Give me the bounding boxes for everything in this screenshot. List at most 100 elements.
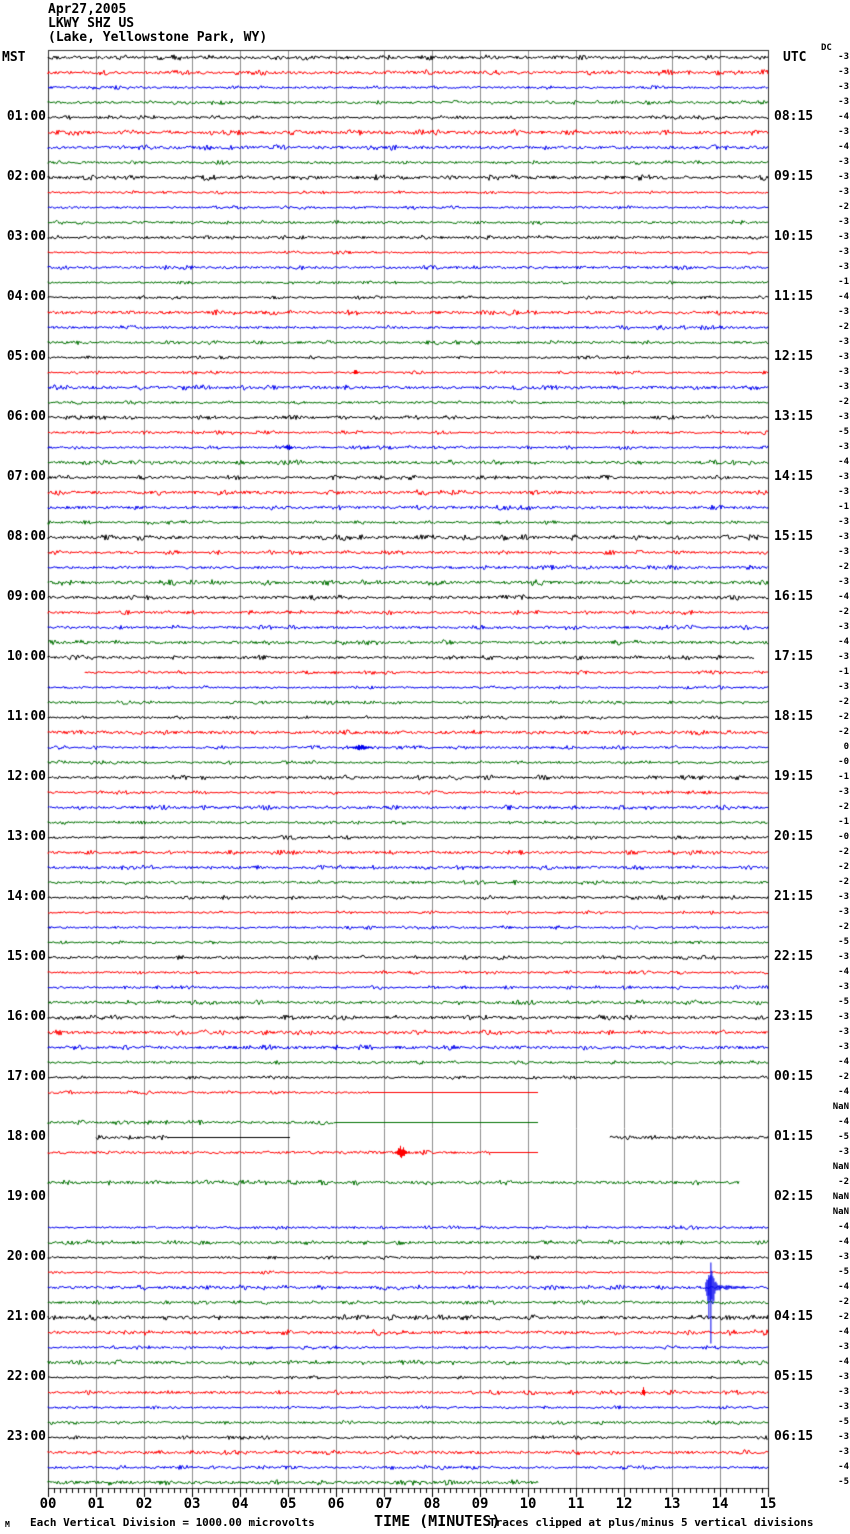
dc-offset-value: -3 (838, 232, 849, 242)
dc-offset-value: -4 (838, 967, 849, 977)
dc-offset-value: -1 (838, 667, 849, 677)
mst-hour-label: 15:00 (6, 949, 46, 964)
dc-column-label: DC (821, 43, 832, 53)
utc-hour-label: 17:15 (774, 649, 814, 664)
x-axis-tick-label: 10 (519, 1496, 537, 1512)
utc-hour-label: 01:15 (774, 1129, 814, 1144)
dc-offset-value: -3 (838, 1342, 849, 1352)
dc-offset-value: -3 (838, 82, 849, 92)
dc-offset-value: -3 (838, 352, 849, 362)
dc-offset-value: -3 (838, 172, 849, 182)
mst-hour-label: 11:00 (6, 709, 46, 724)
x-axis-tick-label: 15 (759, 1496, 777, 1512)
dc-offset-value: -1 (838, 277, 849, 287)
dc-offset-value: -2 (838, 922, 849, 932)
dc-offset-value: -3 (838, 1372, 849, 1382)
dc-offset-value: -4 (838, 1087, 849, 1097)
dc-offset-value: -4 (838, 592, 849, 602)
utc-hour-label: 10:15 (774, 229, 814, 244)
dc-offset-value: -3 (838, 622, 849, 632)
mst-hour-label: 04:00 (6, 289, 46, 304)
utc-hour-label: 21:15 (774, 889, 814, 904)
mst-hour-label: 03:00 (6, 229, 46, 244)
right-axis-label: UTC (783, 50, 807, 65)
utc-hour-label: 23:15 (774, 1009, 814, 1024)
dc-offset-value: -4 (838, 1222, 849, 1232)
dc-offset-value: -4 (838, 637, 849, 647)
mst-hour-label: 17:00 (6, 1069, 46, 1084)
utc-hour-label: 11:15 (774, 289, 814, 304)
mst-hour-label: 06:00 (6, 409, 46, 424)
left-axis-label: MST (2, 50, 26, 65)
dc-offset-value: -3 (838, 367, 849, 377)
x-axis-tick-label: 02 (135, 1496, 153, 1512)
dc-offset-value: -2 (838, 1177, 849, 1187)
dc-offset-value: -5 (838, 1267, 849, 1277)
dc-offset-value: -5 (838, 937, 849, 947)
dc-offset-value: -4 (838, 457, 849, 467)
dc-offset-value: -3 (838, 1432, 849, 1442)
dc-offset-value: -4 (838, 1357, 849, 1367)
header-location: (Lake, Yellowstone Park, WY) (48, 30, 268, 45)
dc-offset-value: -0 (838, 832, 849, 842)
dc-offset-value: -3 (838, 907, 849, 917)
dc-offset-value: -1 (838, 502, 849, 512)
footer-corner-mark: M (5, 1520, 10, 1529)
utc-hour-label: 13:15 (774, 409, 814, 424)
x-axis-tick-label: 04 (231, 1496, 249, 1512)
dc-offset-value: -2 (838, 697, 849, 707)
header-station: LKWY SHZ US (48, 16, 135, 31)
dc-offset-value: -4 (838, 1057, 849, 1067)
utc-hour-label: 14:15 (774, 469, 814, 484)
dc-offset-value: 0 (843, 742, 849, 752)
dc-offset-value: -3 (838, 487, 849, 497)
utc-hour-label: 00:15 (774, 1069, 814, 1084)
footer-scale-note: Each Vertical Division = 1000.00 microvo… (30, 1516, 315, 1529)
utc-hour-label: 02:15 (774, 1189, 814, 1204)
dc-offset-value: -5 (838, 997, 849, 1007)
dc-offset-value: -3 (838, 472, 849, 482)
dc-offset-value: -3 (838, 982, 849, 992)
mst-hour-label: 18:00 (6, 1129, 46, 1144)
utc-hour-label: 16:15 (774, 589, 814, 604)
footer-clip-note: Traces clipped at plus/minus 5 vertical … (489, 1516, 814, 1529)
dc-offset-value: -2 (838, 397, 849, 407)
x-axis-tick-label: 11 (567, 1496, 585, 1512)
dc-offset-value: -2 (838, 712, 849, 722)
dc-offset-value: -2 (838, 322, 849, 332)
dc-offset-value: -2 (838, 1072, 849, 1082)
dc-offset-value: -3 (838, 67, 849, 77)
dc-offset-value: -5 (838, 427, 849, 437)
x-axis-title: TIME (MINUTES) (374, 1512, 501, 1530)
dc-offset-value: -4 (838, 292, 849, 302)
dc-offset-value: -2 (838, 1312, 849, 1322)
x-axis-tick-label: 13 (663, 1496, 681, 1512)
dc-offset-value: -3 (838, 157, 849, 167)
dc-offset-value: -2 (838, 202, 849, 212)
utc-hour-label: 04:15 (774, 1309, 814, 1324)
dc-offset-value: -3 (838, 577, 849, 587)
dc-offset-value: -3 (838, 1042, 849, 1052)
utc-hour-label: 03:15 (774, 1249, 814, 1264)
x-axis-tick-label: 01 (87, 1496, 105, 1512)
dc-offset-value: -3 (838, 1252, 849, 1262)
dc-offset-value: -4 (838, 1462, 849, 1472)
mst-hour-label: 09:00 (6, 589, 46, 604)
mst-hour-label: 20:00 (6, 1249, 46, 1264)
dc-offset-value: -2 (838, 1297, 849, 1307)
dc-offset-value: -3 (838, 97, 849, 107)
dc-offset-value: -1 (838, 772, 849, 782)
dc-offset-value: -3 (838, 442, 849, 452)
dc-offset-value: -3 (838, 1402, 849, 1412)
mst-hour-label: 14:00 (6, 889, 46, 904)
dc-offset-value: -4 (838, 1117, 849, 1127)
utc-hour-label: 09:15 (774, 169, 814, 184)
utc-hour-label: 20:15 (774, 829, 814, 844)
utc-hour-label: 12:15 (774, 349, 814, 364)
dc-offset-value: -3 (838, 1387, 849, 1397)
dc-offset-value: -2 (838, 877, 849, 887)
dc-offset-value: -3 (838, 52, 849, 62)
dc-offset-value: -3 (838, 247, 849, 257)
